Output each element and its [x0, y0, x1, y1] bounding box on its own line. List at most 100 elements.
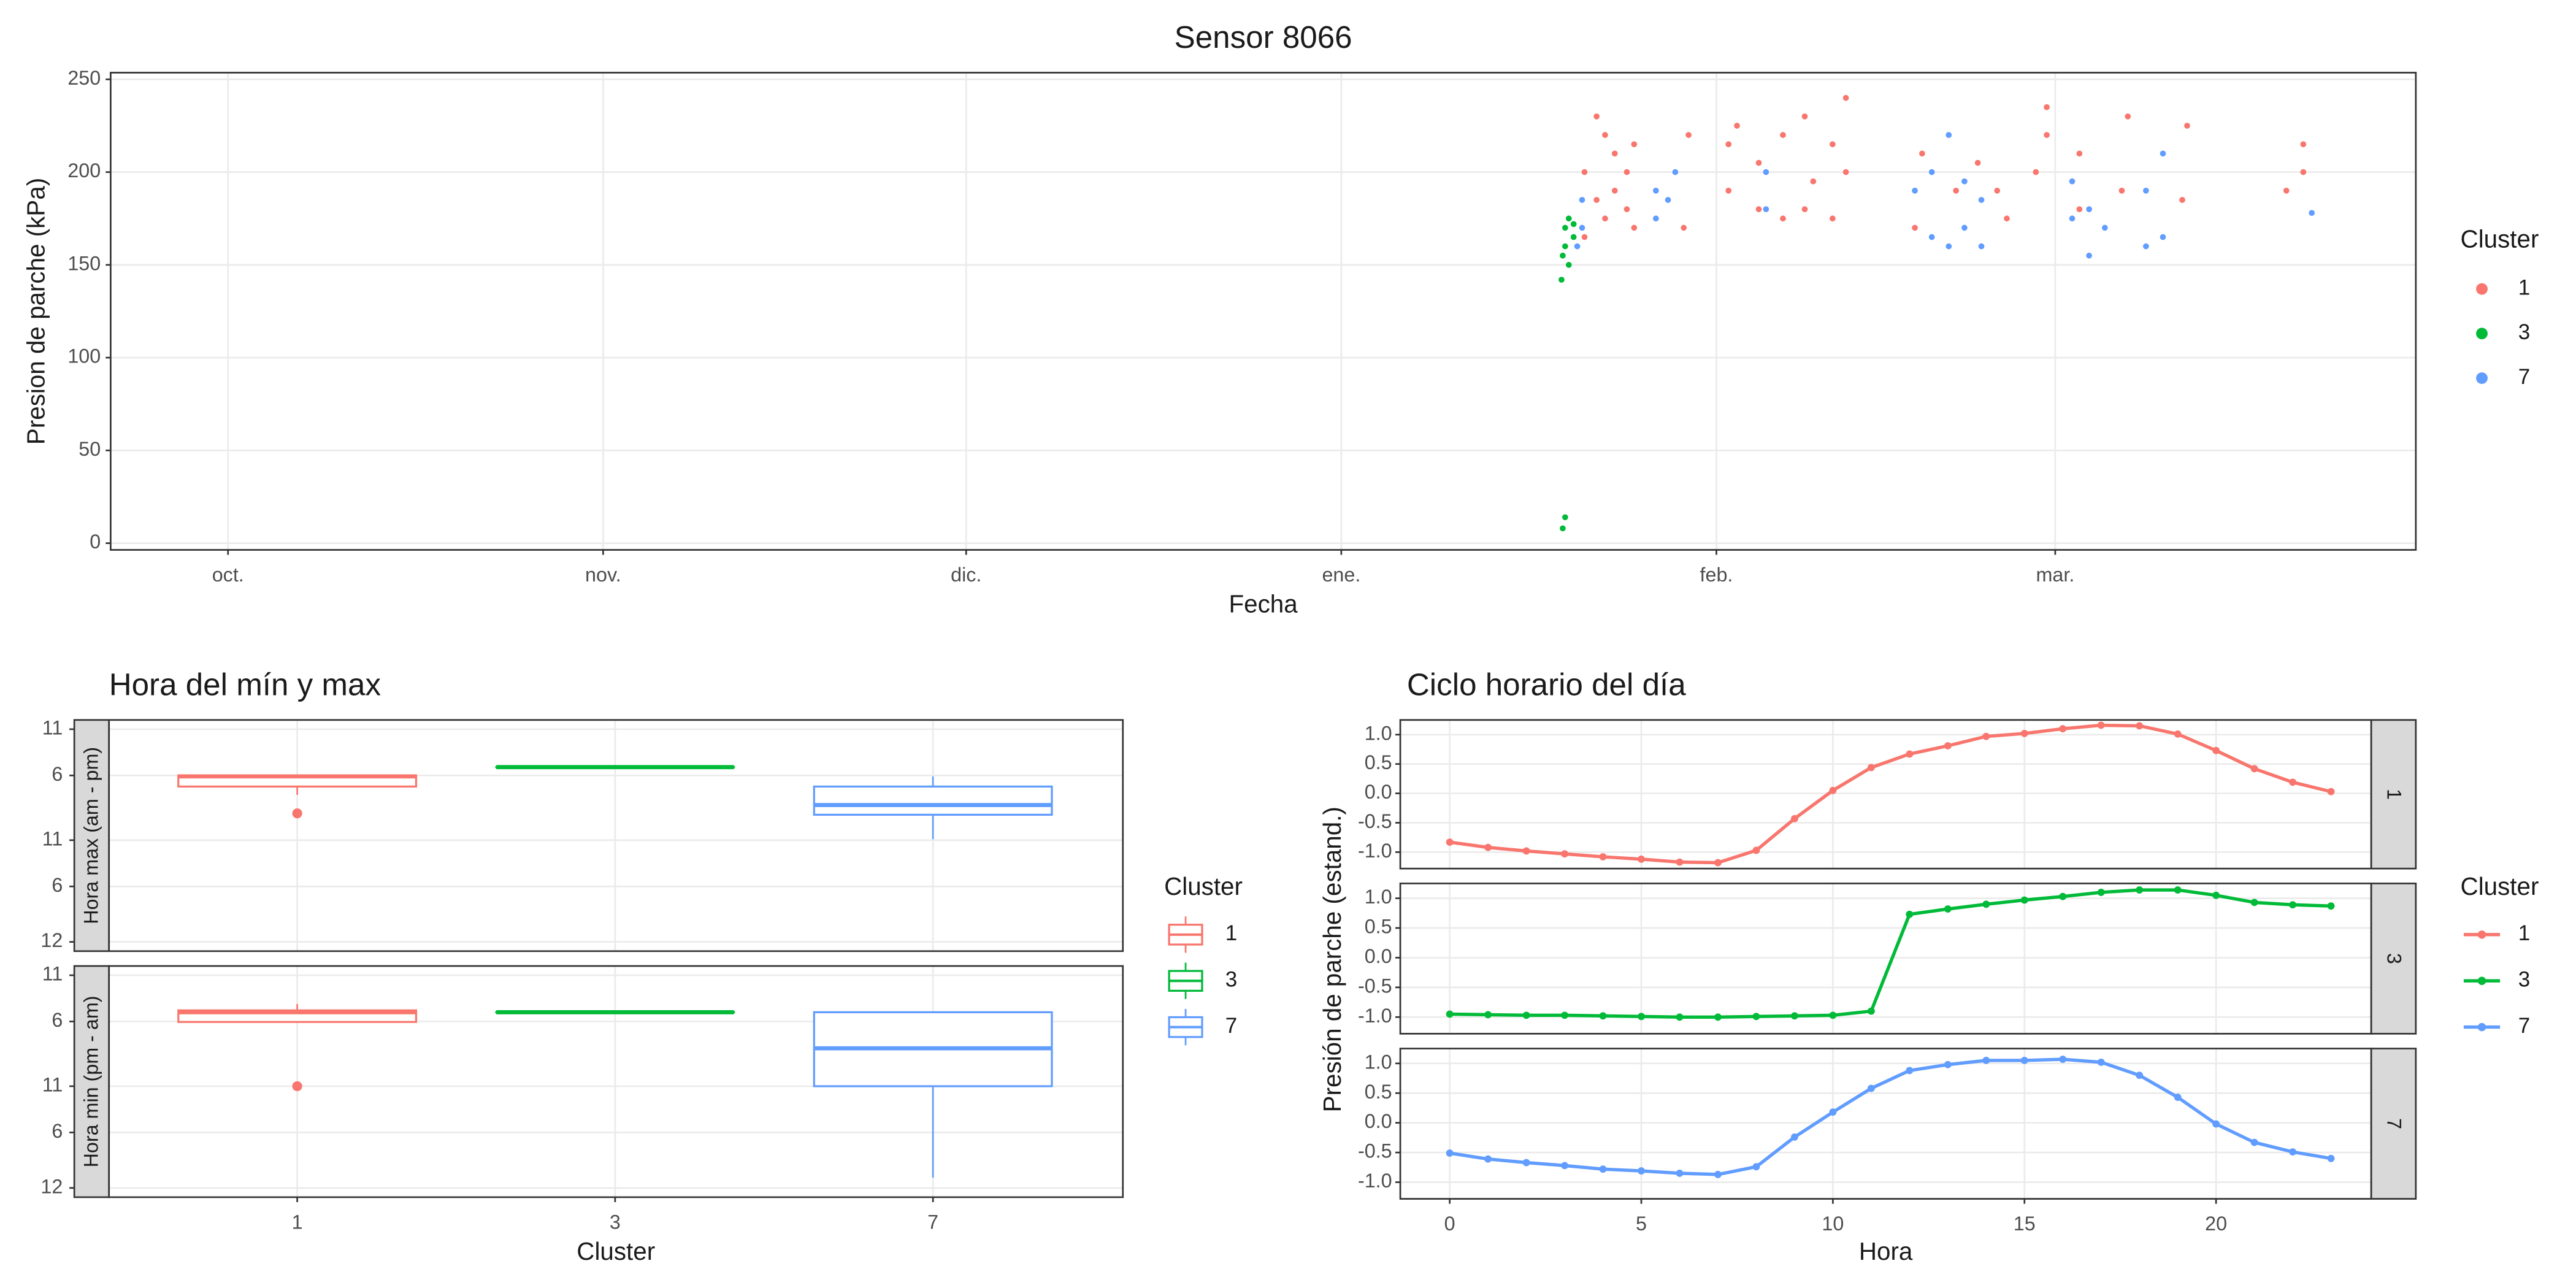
- point: [2143, 188, 2149, 194]
- point: [1982, 732, 1990, 740]
- point: [1593, 113, 1600, 120]
- point: [1685, 132, 1692, 138]
- point: [1906, 1067, 1914, 1075]
- point: [2300, 169, 2307, 175]
- point: [2044, 132, 2050, 138]
- point: [2097, 888, 2105, 896]
- panel: [109, 719, 1123, 951]
- legend-key: [2477, 1022, 2486, 1032]
- point: [2250, 899, 2258, 907]
- point: [1961, 178, 1968, 185]
- point: [1961, 224, 1968, 231]
- point: [1561, 850, 1569, 858]
- x-tick-label: 0: [1444, 1213, 1455, 1235]
- x-tick-label: oct.: [212, 564, 244, 586]
- point: [1780, 215, 1786, 222]
- point: [1446, 838, 1454, 846]
- y-tick-label: 11: [42, 716, 63, 738]
- facet-label: 7: [2383, 1118, 2405, 1129]
- point: [1974, 159, 1981, 166]
- panel: [110, 72, 2416, 550]
- point: [1912, 188, 1918, 194]
- point: [1912, 224, 1918, 231]
- point: [1446, 1149, 1454, 1157]
- point: [1484, 1155, 1492, 1163]
- y-tick-label: -0.5: [1358, 810, 1392, 832]
- legend-label: 3: [2518, 320, 2530, 344]
- y-tick-label: 0.5: [1365, 916, 1392, 938]
- point: [1652, 215, 1659, 222]
- point: [2101, 224, 2108, 231]
- point: [1953, 188, 1959, 194]
- point: [2309, 210, 2315, 217]
- panel: [1400, 1048, 2372, 1199]
- x-tick-label: 20: [2205, 1213, 2227, 1235]
- point: [1945, 243, 1952, 250]
- point: [2289, 1148, 2297, 1156]
- y-tick-label: 0: [90, 531, 101, 553]
- point: [1638, 1013, 1645, 1021]
- point: [2033, 169, 2039, 175]
- point: [1570, 234, 1577, 240]
- point: [1522, 1159, 1530, 1167]
- point: [1714, 1170, 1722, 1178]
- point: [1665, 197, 1671, 203]
- point: [2327, 1154, 2335, 1162]
- y-tick-label: 50: [79, 438, 101, 460]
- point: [1810, 178, 1817, 185]
- point: [2174, 886, 2182, 894]
- point: [2136, 1071, 2144, 1079]
- point: [1928, 169, 1935, 175]
- y-tick-label: 11: [42, 963, 63, 985]
- y-tick-label: 12: [40, 929, 63, 951]
- point: [1830, 141, 1836, 148]
- point: [1982, 900, 1990, 908]
- point: [1599, 1165, 1607, 1173]
- point: [1714, 859, 1722, 867]
- point: [1599, 1012, 1607, 1020]
- point: [1579, 197, 1585, 203]
- point: [2212, 1120, 2220, 1128]
- legend-label: 1: [2518, 921, 2530, 945]
- point: [1623, 169, 1630, 175]
- point: [2044, 104, 2050, 110]
- point: [2160, 150, 2166, 157]
- facet-label: Hora min (pm - am): [80, 995, 102, 1167]
- point: [1763, 169, 1769, 175]
- y-tick-label: 6: [52, 1120, 63, 1142]
- point: [1945, 132, 1952, 138]
- point: [1842, 94, 1849, 101]
- point: [1978, 197, 1985, 203]
- point: [2184, 123, 2190, 129]
- point: [1611, 150, 1618, 157]
- point: [2136, 722, 2144, 730]
- legend-title: Cluster: [2461, 225, 2539, 253]
- point: [1944, 1060, 1952, 1068]
- point: [1919, 150, 1925, 157]
- legend-key: [2477, 930, 2486, 939]
- x-tick-label: 3: [610, 1211, 621, 1233]
- point: [1581, 234, 1588, 240]
- point: [2289, 901, 2297, 909]
- point: [1928, 234, 1935, 240]
- outlier: [292, 1081, 302, 1092]
- point: [1638, 855, 1645, 863]
- y-tick-label: 6: [52, 1009, 63, 1031]
- point: [1558, 277, 1565, 283]
- point: [2059, 892, 2067, 900]
- box: [813, 785, 1053, 816]
- point: [1652, 188, 1659, 194]
- point: [1791, 815, 1798, 822]
- point: [1484, 843, 1492, 851]
- point: [2086, 252, 2092, 259]
- point: [1867, 764, 1875, 772]
- x-axis-title: Fecha: [1229, 590, 1298, 618]
- point: [1842, 169, 1849, 175]
- point: [1565, 262, 1572, 268]
- point: [2086, 206, 2092, 212]
- y-tick-label: -1.0: [1358, 1170, 1392, 1192]
- point: [2004, 215, 2010, 222]
- x-tick-label: ene.: [1322, 564, 1360, 586]
- point: [2136, 886, 2144, 894]
